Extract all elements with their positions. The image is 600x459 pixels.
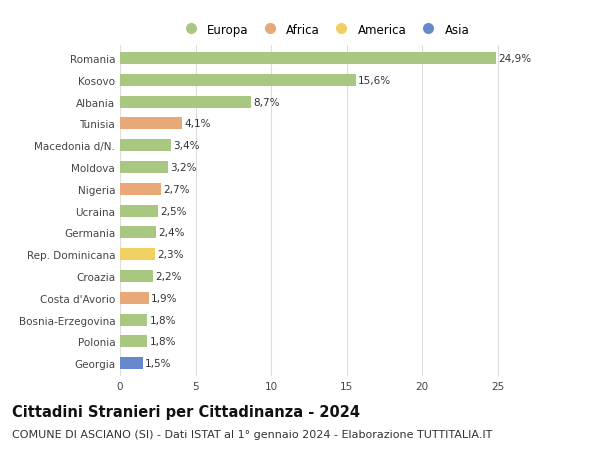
Text: 15,6%: 15,6% — [358, 76, 391, 86]
Bar — [120, 205, 158, 217]
Text: 8,7%: 8,7% — [254, 97, 280, 107]
Bar — [120, 249, 155, 261]
Bar — [120, 270, 153, 282]
Text: 2,5%: 2,5% — [160, 206, 187, 216]
Text: 2,7%: 2,7% — [163, 185, 190, 195]
Text: 2,4%: 2,4% — [158, 228, 185, 238]
Text: 1,9%: 1,9% — [151, 293, 178, 303]
Bar — [120, 162, 169, 174]
Bar — [120, 96, 251, 108]
Text: COMUNE DI ASCIANO (SI) - Dati ISTAT al 1° gennaio 2024 - Elaborazione TUTTITALIA: COMUNE DI ASCIANO (SI) - Dati ISTAT al 1… — [12, 429, 493, 439]
Text: 3,4%: 3,4% — [173, 141, 200, 151]
Text: 1,8%: 1,8% — [149, 336, 176, 347]
Legend: Europa, Africa, America, Asia: Europa, Africa, America, Asia — [174, 19, 474, 41]
Bar — [120, 314, 147, 326]
Bar — [120, 184, 161, 196]
Bar — [120, 140, 172, 152]
Text: 2,3%: 2,3% — [157, 250, 184, 260]
Bar — [120, 358, 143, 369]
Text: 2,2%: 2,2% — [155, 271, 182, 281]
Bar — [120, 292, 149, 304]
Text: 1,8%: 1,8% — [149, 315, 176, 325]
Text: Cittadini Stranieri per Cittadinanza - 2024: Cittadini Stranieri per Cittadinanza - 2… — [12, 404, 360, 419]
Bar — [120, 75, 356, 87]
Bar — [120, 53, 496, 65]
Text: 1,5%: 1,5% — [145, 358, 172, 368]
Bar — [120, 227, 156, 239]
Text: 4,1%: 4,1% — [184, 119, 211, 129]
Bar — [120, 336, 147, 347]
Text: 24,9%: 24,9% — [499, 54, 532, 64]
Text: 3,2%: 3,2% — [170, 162, 197, 173]
Bar — [120, 118, 182, 130]
